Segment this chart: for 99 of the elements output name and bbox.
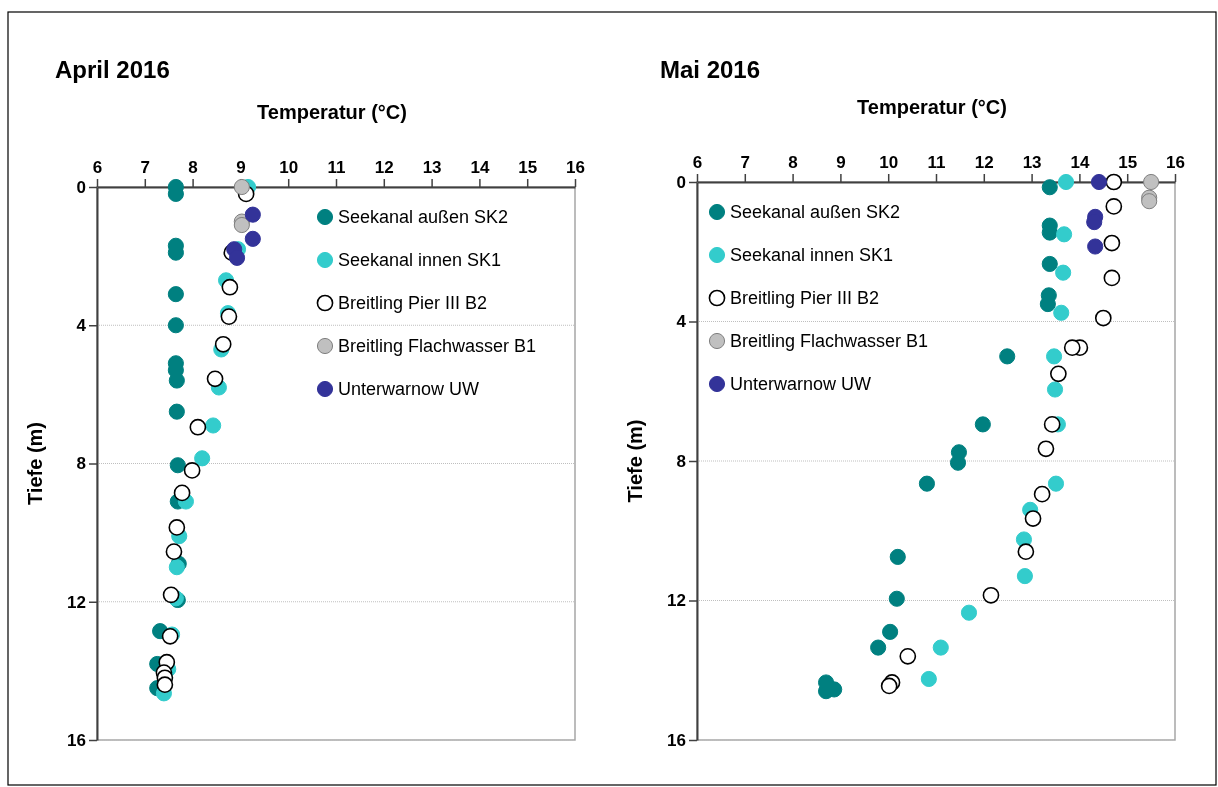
point: [1057, 173, 1075, 191]
point: [1047, 475, 1065, 492]
x-tick-label: 13: [422, 157, 442, 177]
legend-label: Seekanal innen SK1: [730, 245, 894, 265]
y-tick-label: 16: [67, 730, 86, 750]
point: [233, 216, 250, 234]
x-axis-title: Temperatur (°C): [857, 96, 1007, 118]
point: [1143, 173, 1160, 191]
x-tick-label: 12: [374, 157, 394, 177]
point: [167, 317, 184, 334]
point: [214, 335, 232, 353]
point: [169, 457, 186, 474]
point: [1016, 568, 1033, 585]
y-tick-label: 12: [667, 591, 686, 611]
point: [1046, 381, 1064, 398]
point: [221, 278, 239, 296]
x-tick-label: 9: [236, 157, 246, 177]
x-tick-label: 15: [1118, 152, 1138, 172]
x-tick-label: 12: [974, 152, 994, 172]
point: [870, 639, 887, 656]
legend-label: Unterwarnow UW: [338, 379, 480, 399]
x-tick-label: 13: [1022, 152, 1042, 172]
point: [1041, 179, 1058, 196]
point: [168, 403, 185, 420]
legend-label: Seekanal außen SK2: [338, 207, 509, 227]
y-tick-label: 8: [76, 454, 86, 474]
x-tick-label: 14: [1070, 152, 1090, 172]
point: [999, 348, 1016, 365]
legend-label: Breitling Flachwasser B1: [338, 336, 537, 356]
y-tick-label: 12: [67, 592, 86, 612]
point: [1024, 510, 1042, 527]
legend-label: Seekanal innen SK1: [338, 250, 502, 270]
x-tick-label: 10: [879, 152, 899, 172]
point: [1090, 173, 1108, 191]
point: [882, 623, 899, 640]
x-tick-label: 9: [836, 152, 846, 172]
chart-title: April 2016: [55, 56, 170, 83]
x-tick-label: 8: [788, 152, 798, 172]
point: [228, 249, 246, 266]
point: [932, 639, 949, 656]
x-axis-title: Temperatur (°C): [257, 101, 407, 123]
point: [168, 519, 186, 536]
point: [244, 230, 261, 247]
point: [960, 604, 978, 621]
y-axis-title: Tiefe (m): [24, 422, 46, 505]
point: [1053, 304, 1070, 321]
point: [1043, 416, 1061, 433]
x-tick-label: 16: [566, 157, 585, 177]
point: [889, 548, 906, 565]
point: [194, 450, 211, 467]
x-tick-label: 14: [470, 157, 490, 177]
x-tick-label: 16: [1166, 152, 1185, 172]
point: [162, 586, 180, 604]
chart-title: Mai 2016: [660, 56, 761, 83]
point: [1105, 173, 1123, 191]
point: [888, 590, 905, 607]
point: [233, 178, 250, 196]
point: [1017, 543, 1035, 561]
x-tick-label: 6: [92, 157, 103, 177]
y-tick-label: 4: [76, 316, 87, 336]
point: [880, 677, 898, 695]
x-tick-label: 6: [692, 152, 703, 172]
point: [1056, 226, 1073, 243]
point: [1046, 348, 1063, 365]
legend-label: Breitling Flachwasser B1: [730, 331, 929, 351]
x-tick-label: 10: [279, 157, 299, 177]
x-tick-label: 8: [188, 157, 198, 177]
point: [1039, 296, 1056, 313]
point: [168, 559, 185, 576]
point: [918, 475, 935, 492]
x-tick-label: 7: [140, 157, 151, 177]
y-tick-label: 0: [76, 177, 86, 197]
y-tick-label: 4: [676, 312, 687, 332]
x-tick-label: 11: [327, 157, 346, 177]
point: [173, 484, 191, 502]
point: [974, 416, 991, 433]
point: [1141, 193, 1158, 210]
y-tick-label: 0: [676, 172, 686, 192]
x-tick-label: 15: [518, 157, 538, 177]
point: [156, 676, 174, 694]
legend-label: Breitling Pier III B2: [338, 293, 488, 313]
y-tick-label: 8: [676, 451, 686, 471]
y-tick-label: 16: [667, 730, 686, 750]
point: [168, 372, 185, 389]
point: [1063, 339, 1081, 357]
point: [1087, 238, 1104, 255]
point: [206, 370, 224, 388]
point: [244, 206, 261, 223]
point: [167, 286, 184, 303]
point: [1041, 255, 1058, 273]
y-axis-title: Tiefe (m): [624, 419, 646, 503]
x-tick-label: 11: [927, 152, 946, 172]
legend-label: Breitling Pier III B2: [730, 288, 880, 308]
point: [205, 417, 222, 434]
x-tick-label: 7: [740, 152, 751, 172]
legend-label: Seekanal außen SK2: [730, 202, 901, 222]
legend-label: Unterwarnow UW: [730, 374, 872, 394]
point: [920, 670, 937, 688]
point: [1055, 264, 1072, 281]
